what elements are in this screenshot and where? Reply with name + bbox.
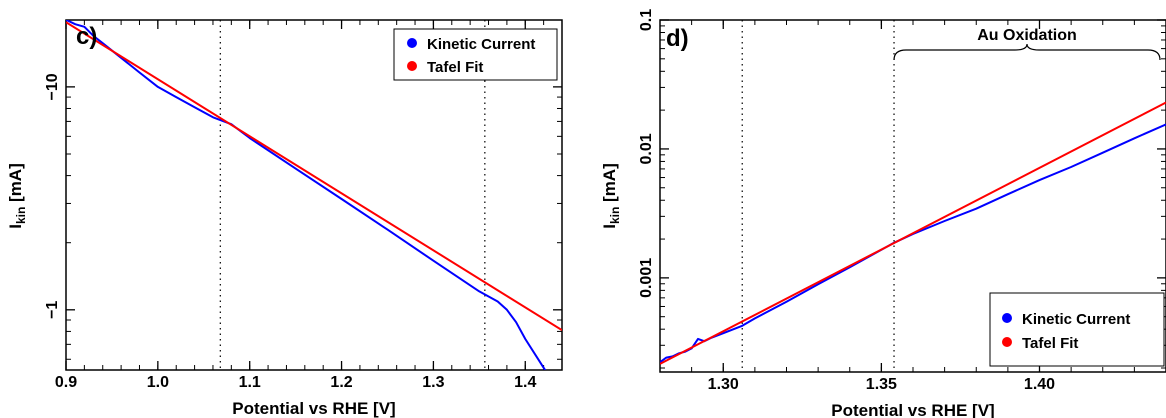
legend-marker-kinetic-d: [1002, 313, 1012, 323]
au-oxidation-label: Au Oxidation: [977, 27, 1077, 44]
x-tick-label: 1.35: [866, 376, 897, 393]
series-d: [660, 101, 1166, 365]
panel-label-c: c): [76, 23, 97, 50]
y-axis-title-d: Ikin [mA]: [600, 163, 622, 229]
legend-label-tafel-d: Tafel Fit: [1022, 335, 1078, 352]
x-tick-label: 1.2: [330, 374, 352, 391]
x-tick-label: 1.40: [1024, 376, 1055, 393]
x-tick-label: 1.0: [147, 374, 169, 391]
y-tick-label: 0.1: [638, 9, 655, 31]
y-axis-title-main-d: I: [600, 224, 619, 229]
y-tick-label: −10: [44, 73, 61, 100]
y-axis-title-unit-c: [mA]: [6, 163, 25, 206]
legend-marker-tafel-c: [407, 61, 417, 71]
y-tick-label: −1: [44, 301, 61, 319]
y-axis-title-main-c: I: [6, 224, 25, 229]
tafel-fit-line: [66, 21, 562, 332]
axis-ticks-d: 1.30 1.35 1.40 0.1 0.01 0.001: [638, 9, 1166, 393]
vlines-d: [741, 20, 895, 372]
x-tick-label: 1.3: [422, 374, 444, 391]
legend-box-c: [393, 28, 558, 81]
panel-d: 1.30 1.35 1.40 0.1 0.01 0.001 d) Au Oxidation…: [600, 9, 1166, 418]
legend-marker-tafel-d: [1002, 337, 1012, 347]
y-axis-title-sub-d: kin: [608, 207, 622, 224]
legend-label-kinetic-d: Kinetic Current: [1022, 311, 1130, 328]
x-tick-label: 1.4: [514, 374, 536, 391]
panel-c: 0.9 1.0 1.1 1.2 1.3 1.4 −10 −1 c) Kinetic Curre…: [6, 19, 563, 418]
legend-d: Kinetic Current Tafel Fit: [989, 292, 1165, 367]
y-tick-label: 0.01: [638, 133, 655, 164]
y-axis-title-sub-c: kin: [14, 207, 28, 224]
x-tick-label: 0.9: [55, 374, 77, 391]
x-axis-title-c: Potential vs RHE [V]: [232, 399, 395, 418]
series-c: [66, 20, 562, 370]
x-axis-title-d: Potential vs RHE [V]: [831, 401, 994, 418]
au-oxidation-brace: [893, 43, 1161, 61]
panel-label-d: d): [666, 25, 689, 52]
legend-c: Kinetic Current Tafel Fit: [393, 28, 558, 81]
legend-label-tafel-c: Tafel Fit: [427, 59, 483, 76]
tafel-fit-line: [660, 101, 1166, 365]
x-tick-label: 1.1: [239, 374, 261, 391]
y-tick-label: 0.001: [638, 258, 655, 298]
x-tick-label: 1.30: [708, 376, 739, 393]
legend-marker-kinetic-c: [407, 38, 417, 48]
legend-label-kinetic-c: Kinetic Current: [427, 36, 535, 53]
legend-box-d: [989, 292, 1165, 367]
plot-frame-c: [65, 19, 563, 371]
vlines-c: [219, 20, 486, 370]
axis-ticks-c: 0.9 1.0 1.1 1.2 1.3 1.4 −10 −1: [44, 20, 563, 391]
y-axis-title-unit-d: [mA]: [600, 163, 619, 206]
y-axis-title-c: Ikin [mA]: [6, 163, 28, 229]
